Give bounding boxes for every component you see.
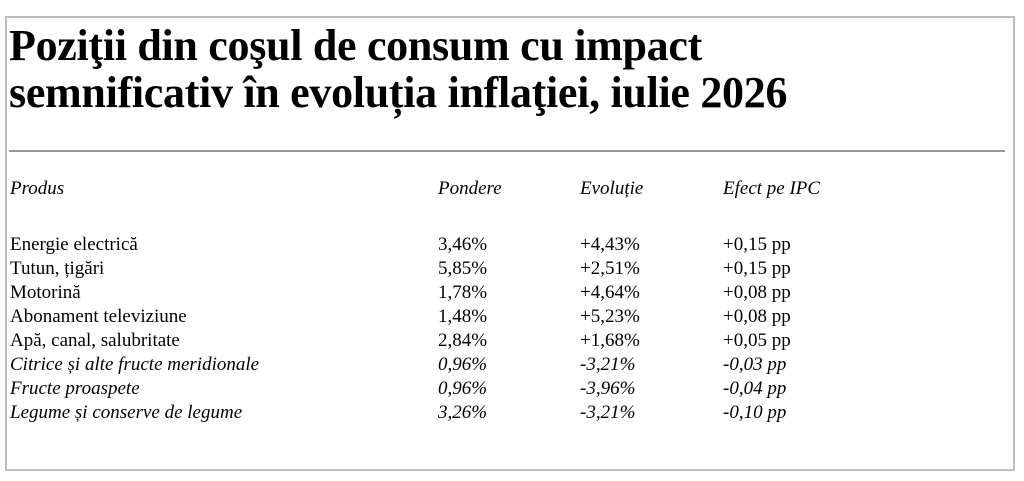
cell-efect: +0,08 pp (723, 282, 791, 303)
cell-pondere: 3,26% (438, 402, 488, 423)
cell-efect: +0,15 pp (723, 234, 791, 255)
cell-evolutie: -3,96% (580, 378, 636, 399)
table-row: Tutun, țigări 5,85% +2,51% +0,15 pp (10, 257, 1000, 281)
cell-evolutie: -3,21% (580, 402, 636, 423)
cell-evolutie: +5,23% (580, 306, 640, 327)
title-line-2: semnificativ în evoluția inflaţiei, iuli… (9, 68, 788, 117)
cell-pondere: 0,96% (438, 378, 488, 399)
table-row: Abonament televiziune 1,48% +5,23% +0,08… (10, 305, 1000, 329)
cell-evolutie: +1,68% (580, 330, 640, 351)
table-row: Legume și conserve de legume 3,26% -3,21… (10, 401, 1000, 425)
cell-efect: -0,04 pp (723, 378, 787, 399)
cell-produs: Apă, canal, salubritate (10, 330, 180, 351)
document-frame (5, 16, 1015, 471)
cell-pondere: 0,96% (438, 354, 488, 375)
cell-produs: Citrice și alte fructe meridionale (10, 354, 260, 375)
table-row: Apă, canal, salubritate 2,84% +1,68% +0,… (10, 329, 1000, 353)
cell-produs: Fructe proaspete (10, 378, 140, 399)
title-line-1: Poziţii din coşul de consum cu impact (9, 21, 702, 70)
table-header-row: Produs Pondere Evoluție Efect pe IPC (10, 177, 1000, 233)
cell-efect: -0,10 pp (723, 402, 787, 423)
cell-evolutie: +4,64% (580, 282, 640, 303)
table-row: Citrice și alte fructe meridionale 0,96%… (10, 353, 1000, 377)
cell-pondere: 3,46% (438, 234, 488, 255)
cell-pondere: 1,78% (438, 282, 488, 303)
cell-evolutie: +4,43% (580, 234, 640, 255)
table-row: Motorină 1,78% +4,64% +0,08 pp (10, 281, 1000, 305)
cell-pondere: 5,85% (438, 258, 488, 279)
cell-efect: -0,03 pp (723, 354, 787, 375)
cell-evolutie: -3,21% (580, 354, 636, 375)
cell-produs: Abonament televiziune (10, 306, 187, 327)
cell-produs: Legume și conserve de legume (10, 402, 243, 423)
page-title: Poziţii din coşul de consum cu impact se… (9, 22, 1009, 116)
header-efect: Efect pe IPC (723, 178, 821, 199)
header-evolutie: Evoluție (580, 178, 644, 199)
cell-evolutie: +2,51% (580, 258, 640, 279)
title-divider (9, 150, 1005, 152)
cell-efect: +0,15 pp (723, 258, 791, 279)
cell-pondere: 1,48% (438, 306, 488, 327)
cell-produs: Tutun, țigări (10, 258, 105, 279)
inflation-table: Produs Pondere Evoluție Efect pe IPC Ene… (10, 177, 1000, 425)
cell-produs: Energie electrică (10, 234, 138, 255)
cell-efect: +0,08 pp (723, 306, 791, 327)
header-pondere: Pondere (438, 178, 502, 199)
cell-pondere: 2,84% (438, 330, 488, 351)
header-produs: Produs (10, 178, 65, 199)
table-row: Fructe proaspete 0,96% -3,96% -0,04 pp (10, 377, 1000, 401)
table-row: Energie electrică 3,46% +4,43% +0,15 pp (10, 233, 1000, 257)
cell-efect: +0,05 pp (723, 330, 791, 351)
cell-produs: Motorină (10, 282, 81, 303)
